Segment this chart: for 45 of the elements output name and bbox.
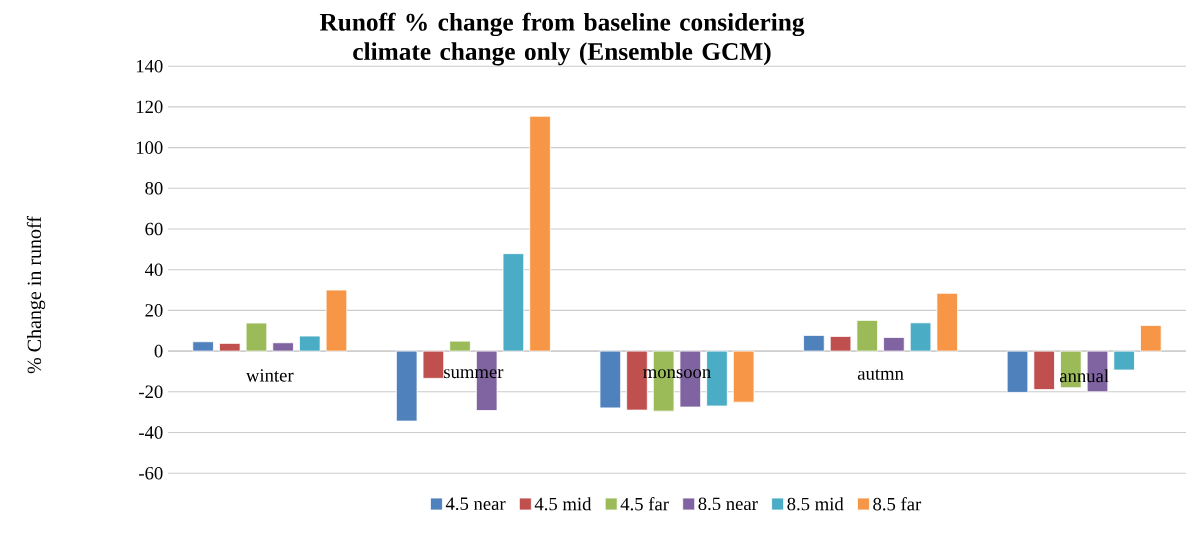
y-tick-label: -20 [139, 385, 163, 399]
y-tick-label: 100 [136, 141, 163, 154]
bar [829, 336, 852, 352]
bar [245, 322, 268, 352]
bar [1113, 350, 1135, 371]
x-tick-label: winter [245, 369, 294, 382]
x-tick-label: annual [1059, 369, 1109, 383]
y-tick-label: 140 [136, 59, 163, 73]
bar [219, 342, 241, 352]
bar [299, 335, 321, 352]
y-axis-title: % Change in runoff [26, 216, 46, 374]
y-tick-label: 20 [145, 304, 163, 317]
x-tick-label: autmn [857, 369, 904, 380]
y-tick-label: -60 [139, 466, 163, 480]
bar [856, 319, 878, 352]
bar [325, 289, 348, 352]
chart-title: Runoff % change from baseline considering climate change only (Ensemble GCM) [319, 12, 805, 66]
bar [1140, 325, 1162, 352]
y-tick-label: 0 [154, 344, 163, 358]
bar [192, 341, 214, 352]
y-tick-label: 40 [144, 263, 163, 276]
legend-label: 8.5 near [698, 497, 758, 511]
bar [272, 342, 294, 352]
y-tick-label: 60 [145, 222, 163, 236]
bar [803, 335, 825, 352]
legend-label: 4.5 near [445, 497, 506, 511]
bar [502, 253, 525, 352]
bar [449, 340, 471, 352]
bar [909, 322, 932, 352]
legend-label: 4.5 mid [534, 497, 592, 511]
legend-label: 8.5 mid [787, 497, 844, 511]
bar [395, 350, 418, 422]
legend-label: 8.5 far [873, 497, 922, 511]
legend-label: 4.5 far [620, 497, 669, 511]
bar [422, 350, 445, 379]
bar [599, 350, 622, 409]
bar [1033, 350, 1055, 390]
bar [883, 337, 905, 352]
bar [529, 115, 551, 352]
bar [732, 350, 755, 403]
y-tick-label: 80 [145, 182, 163, 195]
bar [1006, 350, 1029, 393]
bar [936, 292, 958, 352]
y-tick-label: -40 [139, 426, 163, 439]
y-tick-label: 120 [136, 100, 163, 114]
